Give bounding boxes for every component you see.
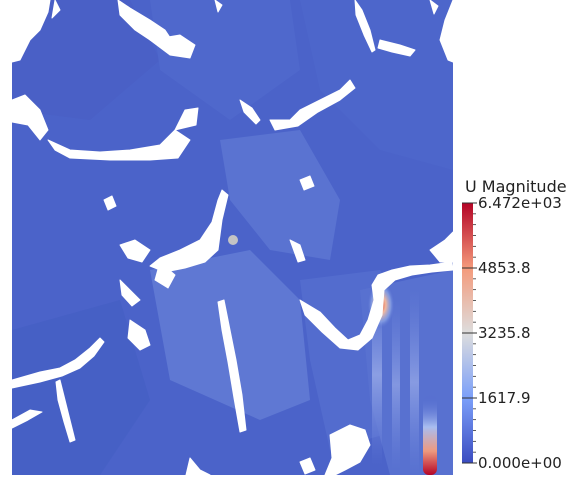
colorbar-tick-label: 1617.9 (478, 389, 531, 407)
colorbar-tick-label: 3235.8 (478, 324, 531, 342)
colorbar-ticks: 6.472e+03 4853.8 3235.8 1617.9 0.000e+00 (462, 194, 562, 472)
field-region (12, 0, 453, 475)
particle-marker (228, 235, 238, 245)
colorbar-tick-label: 6.472e+03 (478, 194, 562, 212)
colorbar-tick-label: 0.000e+00 (478, 454, 562, 472)
colorbar-tick-label: 4853.8 (478, 259, 531, 277)
colorbar-title: U Magnitude (465, 177, 567, 196)
colorbar-minor-ticks (473, 213, 476, 453)
colorbar: U Magnitude 6.472e+03 4853.8 3235.8 1617.9 0… (462, 177, 567, 472)
pore-network (12, 0, 453, 475)
hotspot-lower (423, 395, 437, 475)
